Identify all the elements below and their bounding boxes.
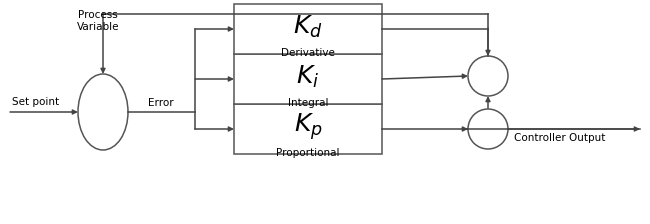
Text: Derivative: Derivative (281, 48, 335, 58)
Text: $K_d$: $K_d$ (293, 14, 323, 40)
Text: Controller Output: Controller Output (514, 133, 605, 143)
Text: Error: Error (148, 98, 174, 108)
Text: Set point: Set point (12, 97, 59, 107)
Text: $K_i$: $K_i$ (296, 64, 320, 90)
FancyBboxPatch shape (234, 54, 382, 104)
Text: Integral: Integral (288, 98, 328, 108)
Text: Process
Variable: Process Variable (77, 10, 119, 32)
FancyBboxPatch shape (234, 4, 382, 54)
Text: $K_p$: $K_p$ (294, 112, 322, 142)
FancyBboxPatch shape (234, 104, 382, 154)
Text: Proportional: Proportional (276, 148, 340, 158)
